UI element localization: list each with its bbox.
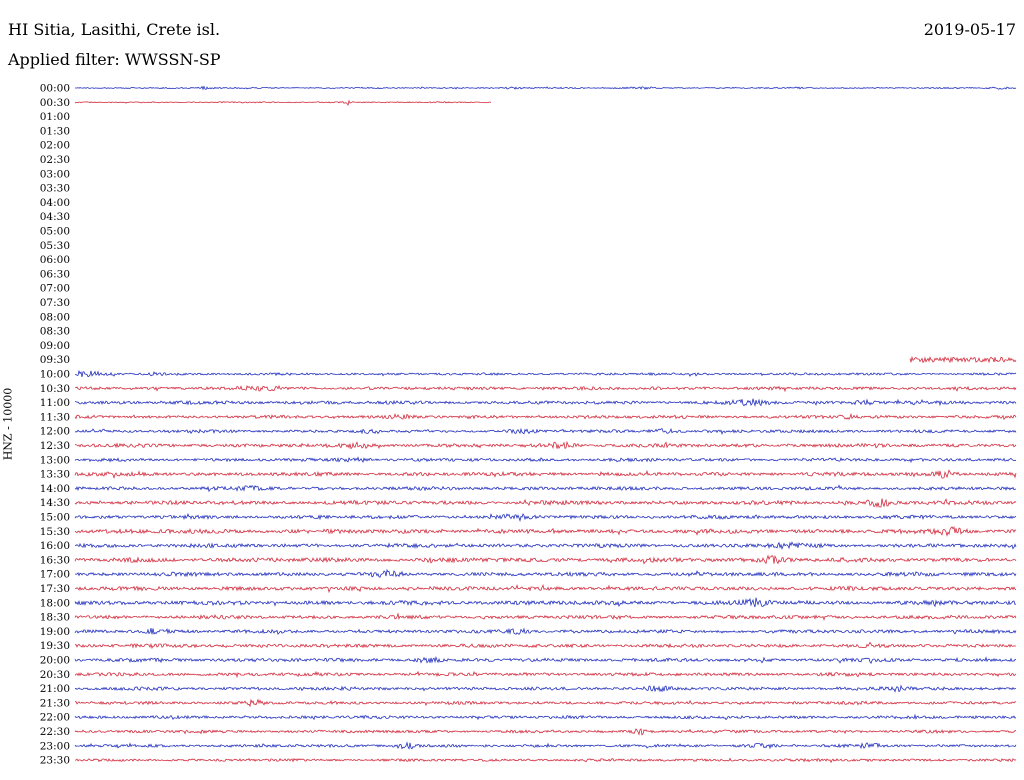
time-label: 00:30 [40, 97, 70, 109]
time-label: 06:00 [40, 254, 70, 266]
time-label: 04:00 [40, 197, 70, 209]
time-label: 02:30 [40, 154, 70, 166]
time-label: 16:00 [40, 540, 70, 552]
trace-row [74, 412, 1017, 421]
time-label: 15:00 [40, 512, 70, 524]
time-label: 08:30 [40, 326, 70, 338]
trace-row [74, 541, 1017, 550]
time-label: 01:00 [40, 111, 70, 123]
time-label: 03:00 [40, 168, 70, 180]
time-label: 10:30 [40, 383, 70, 395]
time-label: 11:30 [40, 411, 70, 423]
time-label: 02:00 [40, 140, 70, 152]
time-label: 18:30 [40, 612, 70, 624]
trace-row [75, 384, 1017, 393]
time-label: 04:30 [40, 211, 70, 223]
time-label: 22:00 [40, 712, 70, 724]
trace-row [74, 656, 1017, 665]
trace-row [74, 484, 1017, 493]
time-label: 11:00 [40, 397, 70, 409]
time-label: 17:30 [40, 583, 70, 595]
report-date: 2019-05-17 [923, 20, 1016, 39]
trace-row [74, 554, 1017, 565]
trace-row [74, 440, 1017, 450]
trace-row [74, 525, 1017, 537]
trace-row [74, 741, 1017, 750]
trace-row [74, 498, 1017, 509]
trace-row [74, 512, 1017, 523]
time-label: 14:30 [40, 497, 70, 509]
trace-row [74, 698, 1016, 708]
trace-row [74, 456, 1017, 464]
time-label: 13:30 [40, 469, 70, 481]
time-label: 23:30 [40, 755, 70, 767]
time-label: 19:00 [40, 626, 70, 638]
time-label: 17:00 [40, 569, 70, 581]
trace-row [74, 684, 1017, 693]
trace-row [74, 670, 1017, 679]
time-label: 12:30 [40, 440, 70, 452]
time-label: 01:30 [40, 125, 70, 137]
time-label: 00:00 [40, 83, 70, 95]
time-label: 07:30 [40, 297, 70, 309]
time-label: 05:00 [40, 226, 70, 238]
time-label: 06:30 [40, 268, 70, 280]
trace-row [74, 597, 1017, 608]
time-label: 13:00 [40, 454, 70, 466]
trace-row [74, 469, 1017, 480]
trace-row [74, 583, 1017, 594]
time-label: 08:00 [40, 311, 70, 323]
time-label: 07:00 [40, 283, 70, 295]
time-label: 14:00 [40, 483, 70, 495]
time-label: 21:00 [40, 683, 70, 695]
trace-row [74, 369, 1017, 378]
time-label: 19:30 [40, 640, 70, 652]
station-title: HI Sitia, Lasithi, Crete isl. [8, 20, 221, 39]
trace-row [909, 355, 1017, 364]
time-label: 20:00 [40, 655, 70, 667]
time-label: 23:00 [40, 740, 70, 752]
trace-row [75, 757, 1017, 764]
time-label: 18:00 [40, 597, 70, 609]
trace-row [74, 427, 1017, 436]
time-label: 22:30 [40, 726, 70, 738]
trace-row [74, 641, 1016, 650]
time-label: 03:30 [40, 183, 70, 195]
trace-row [75, 99, 492, 106]
trace-row [75, 85, 1017, 91]
time-label: 05:30 [40, 240, 70, 252]
time-label: 09:00 [40, 340, 70, 352]
trace-row [74, 612, 1017, 621]
time-label: 09:30 [40, 354, 70, 366]
trace-row [74, 398, 1017, 407]
trace-row [74, 713, 1017, 721]
time-label: 20:30 [40, 669, 70, 681]
time-label: 21:30 [40, 697, 70, 709]
time-label: 12:00 [40, 426, 70, 438]
filter-label: Applied filter: WWSSN-SP [8, 50, 221, 69]
time-label: 15:30 [40, 526, 70, 538]
trace-row [74, 728, 1017, 736]
time-label: 16:30 [40, 554, 70, 566]
trace-row [74, 568, 1017, 578]
trace-row [74, 627, 1017, 635]
time-label: 10:00 [40, 369, 70, 381]
